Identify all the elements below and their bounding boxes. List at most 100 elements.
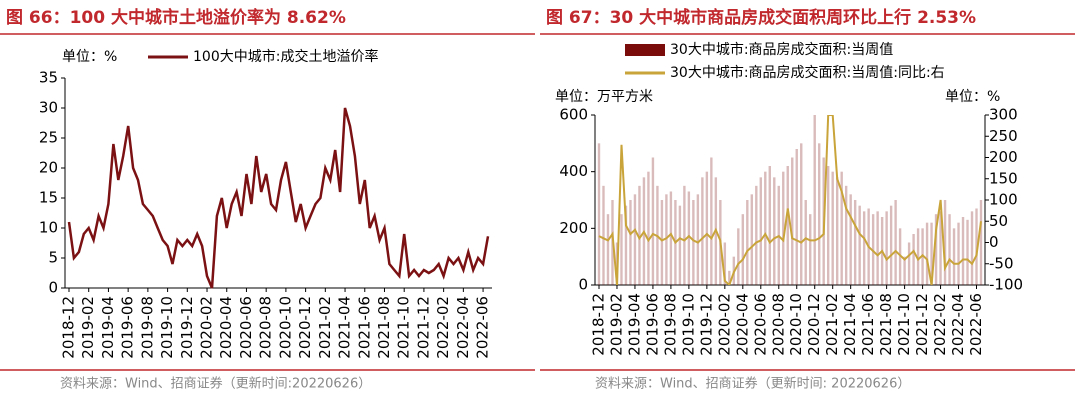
x-tick-label: 2021-02 — [823, 293, 841, 356]
bar — [889, 205, 893, 285]
bar — [966, 219, 969, 285]
bar — [907, 242, 911, 285]
bar — [629, 200, 632, 285]
y-tick-label: 25 — [39, 129, 58, 147]
x-tick-label: 2019-10 — [679, 293, 697, 356]
bar — [813, 115, 816, 285]
x-tick-label: 2022-04 — [454, 296, 472, 359]
bar — [782, 171, 785, 285]
x-tick-label: 2019-06 — [119, 296, 137, 359]
bar — [602, 185, 605, 285]
bar — [818, 143, 821, 285]
y2-tick-label: -50 — [989, 254, 1014, 272]
y-unit: 单位：万平方米 — [555, 89, 653, 105]
bar — [979, 200, 983, 285]
bar — [651, 157, 655, 285]
bar — [638, 185, 641, 285]
bar — [633, 194, 637, 285]
bar — [624, 205, 628, 285]
y-tick-label: 35 — [39, 69, 58, 87]
x-tick-label: 2019-02 — [79, 296, 97, 359]
bar — [750, 194, 753, 285]
bar — [692, 200, 695, 285]
bar — [925, 222, 929, 285]
bar — [916, 228, 920, 285]
bar — [597, 143, 601, 285]
bar — [943, 200, 947, 285]
bar — [849, 194, 852, 285]
y-tick-label: 20 — [39, 159, 58, 177]
bar — [620, 214, 623, 285]
x-tick-label: 2020-12 — [296, 296, 314, 359]
y-tick-label: 5 — [48, 249, 58, 267]
bar — [773, 177, 776, 285]
legend-label: 30大中城市:商品房成交面积:当周值:同比:右 — [670, 64, 945, 81]
y-tick-label: 400 — [559, 162, 588, 180]
bar — [741, 214, 745, 285]
y-tick-label: 10 — [39, 219, 58, 237]
bar — [948, 214, 951, 285]
bar — [858, 205, 861, 285]
x-tick-label: 2019-02 — [607, 293, 625, 356]
x-tick-label: 2020-10 — [276, 296, 294, 359]
bar — [669, 191, 673, 285]
bar — [764, 171, 767, 285]
legend-swatch — [625, 44, 665, 56]
source: 资料来源：Wind、招商证券（更新时间: 20220626） — [595, 376, 910, 392]
bar — [961, 217, 965, 285]
y2-tick-label: 100 — [989, 191, 1018, 209]
bar — [876, 211, 879, 285]
bar — [835, 177, 839, 285]
x-tick-label: 2021-12 — [913, 293, 931, 356]
x-tick-label: 2020-10 — [787, 293, 805, 356]
bar — [827, 166, 830, 285]
bar — [844, 185, 848, 285]
bar — [930, 222, 933, 285]
x-tick-label: 2020-08 — [769, 293, 787, 356]
x-tick-label: 2021-06 — [355, 296, 373, 359]
bar — [975, 208, 978, 285]
x-tick-label: 2019-06 — [643, 293, 661, 356]
bar — [800, 143, 803, 285]
y2-tick-label: 300 — [989, 106, 1018, 124]
x-tick-label: 2019-08 — [661, 293, 679, 356]
x-tick-label: 2019-04 — [99, 296, 117, 359]
x-tick-label: 2018-12 — [590, 293, 608, 356]
x-tick-label: 2021-08 — [877, 293, 895, 356]
bar — [894, 200, 897, 285]
bar — [862, 211, 866, 285]
bar — [759, 177, 762, 285]
bar — [809, 214, 812, 285]
bar — [912, 234, 915, 285]
chart-title: 图 66：100 大中城市土地溢价率为 8.62% — [6, 7, 346, 28]
y2-tick-label: 250 — [989, 127, 1018, 145]
x-tick-label: 2020-02 — [715, 293, 733, 356]
x-tick-label: 2018-12 — [60, 296, 78, 359]
bar — [840, 171, 843, 285]
x-tick-label: 2019-12 — [178, 296, 196, 359]
x-tick-label: 2022-02 — [434, 296, 452, 359]
bar — [871, 214, 875, 285]
legend-label: 100大中城市:成交土地溢价率 — [193, 48, 378, 65]
bar — [885, 211, 888, 285]
bar — [665, 194, 668, 285]
y-tick-label: 600 — [559, 106, 588, 124]
x-tick-label: 2020-12 — [805, 293, 823, 356]
bar — [678, 205, 682, 285]
y2-unit: 单位：% — [945, 89, 1000, 105]
bar — [853, 200, 857, 285]
bar — [647, 171, 650, 285]
bar — [705, 171, 709, 285]
y2-tick-label: 200 — [989, 148, 1018, 166]
x-tick-label: 2020-06 — [751, 293, 769, 356]
legend-label: 30大中城市:商品房成交面积:当周值 — [670, 41, 893, 58]
y-tick-label: 0 — [578, 276, 588, 294]
x-tick-label: 2020-04 — [733, 293, 751, 356]
bar — [791, 157, 794, 285]
plot — [597, 115, 983, 285]
bar — [687, 191, 691, 285]
y-tick-label: 30 — [39, 99, 58, 117]
y-tick-label: 15 — [39, 189, 58, 207]
x-tick-label: 2021-08 — [375, 296, 393, 359]
